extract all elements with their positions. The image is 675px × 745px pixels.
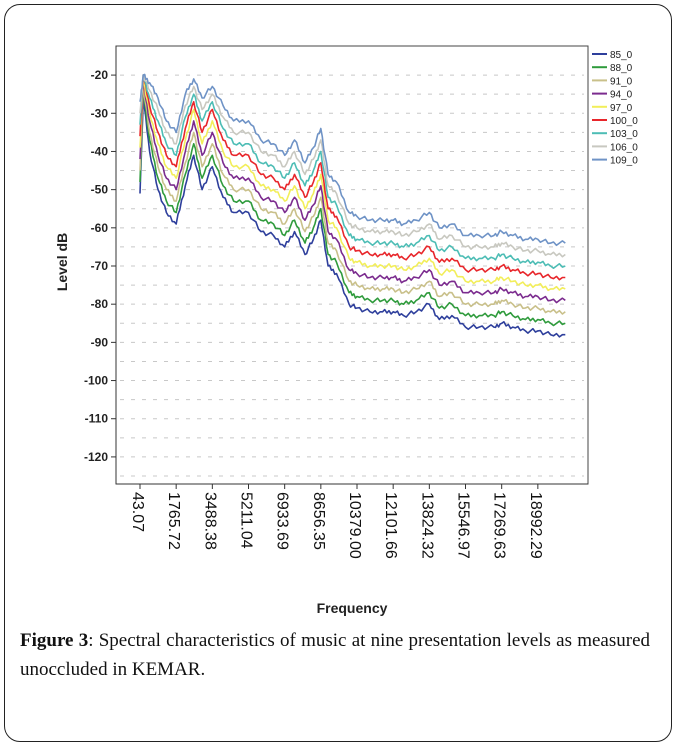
legend-label-106_0: 106_0 — [610, 142, 638, 153]
caption-text: : Spectral characteristics of music at n… — [20, 630, 650, 680]
series-line-94_0 — [139, 81, 566, 304]
series-lines — [139, 73, 566, 338]
series-line-91_0 — [139, 85, 566, 315]
plot-area — [115, 45, 589, 485]
series-line-106_0 — [139, 74, 566, 258]
legend-label-103_0: 103_0 — [610, 129, 638, 140]
legend-label-97_0: 97_0 — [610, 103, 633, 114]
caption-label: Figure 3 — [20, 630, 89, 651]
y-tick-label: -30 — [91, 106, 109, 120]
y-tick-label: -40 — [91, 144, 109, 158]
x-axis-label: Frequency — [317, 600, 388, 616]
series-line-103_0 — [139, 74, 566, 269]
legend-label-88_0: 88_0 — [610, 63, 633, 74]
x-tick-label: 8656.35 — [310, 492, 327, 550]
legend: 85_0 88_0 91_0 94_0 97_0 100_0 103_0 106_0 109_0 — [592, 50, 638, 167]
x-tick-label: 12101.66 — [382, 492, 399, 559]
x-tick-label: 15546.97 — [455, 492, 472, 559]
x-tick-label: 5211.04 — [238, 492, 255, 549]
series-line-97_0 — [139, 78, 566, 292]
x-tick-label: 18992.29 — [527, 492, 544, 559]
y-tick-label: -60 — [91, 221, 109, 235]
legend-label-100_0: 100_0 — [610, 116, 638, 127]
spectral-line-chart: -20 -30 -40 -50 -60 -70 -80 -90 -100 -110 -120 43.0… — [54, 45, 638, 616]
y-tick-label: -80 — [91, 297, 109, 311]
y-tick-label: -50 — [91, 183, 109, 197]
series-line-100_0 — [139, 74, 566, 281]
x-tick-label: 17269.63 — [491, 492, 508, 559]
y-tick-label: -90 — [91, 335, 109, 349]
series-line-88_0 — [139, 89, 566, 327]
x-tick-label: 13824.32 — [418, 492, 435, 559]
y-tick-label: -70 — [91, 259, 109, 273]
figure-caption: Figure 3: Spectral characteristics of mu… — [20, 626, 650, 684]
y-tick-label: -100 — [84, 374, 108, 388]
series-line-109_0 — [139, 73, 566, 247]
y-axis-label: Level dB — [54, 233, 70, 291]
x-tick-label: 43.07 — [129, 492, 146, 532]
y-tick-label: -110 — [85, 412, 109, 426]
legend-label-91_0: 91_0 — [610, 76, 633, 87]
legend-label-94_0: 94_0 — [610, 90, 633, 101]
legend-label-85_0: 85_0 — [610, 50, 633, 61]
x-tick-label: 10379.00 — [346, 492, 363, 559]
legend-label-109_0: 109_0 — [610, 156, 638, 167]
y-tick-label: -120 — [84, 450, 108, 464]
x-tick-label: 6933.69 — [274, 492, 291, 550]
x-tick-label: 3488.38 — [201, 492, 218, 550]
axes: -20 -30 -40 -50 -60 -70 -80 -90 -100 -110 -120 43.0… — [84, 46, 588, 559]
series-line-85_0 — [139, 97, 566, 338]
x-tick-label: 1765.72 — [165, 492, 182, 550]
y-tick-label: -20 — [91, 68, 109, 82]
